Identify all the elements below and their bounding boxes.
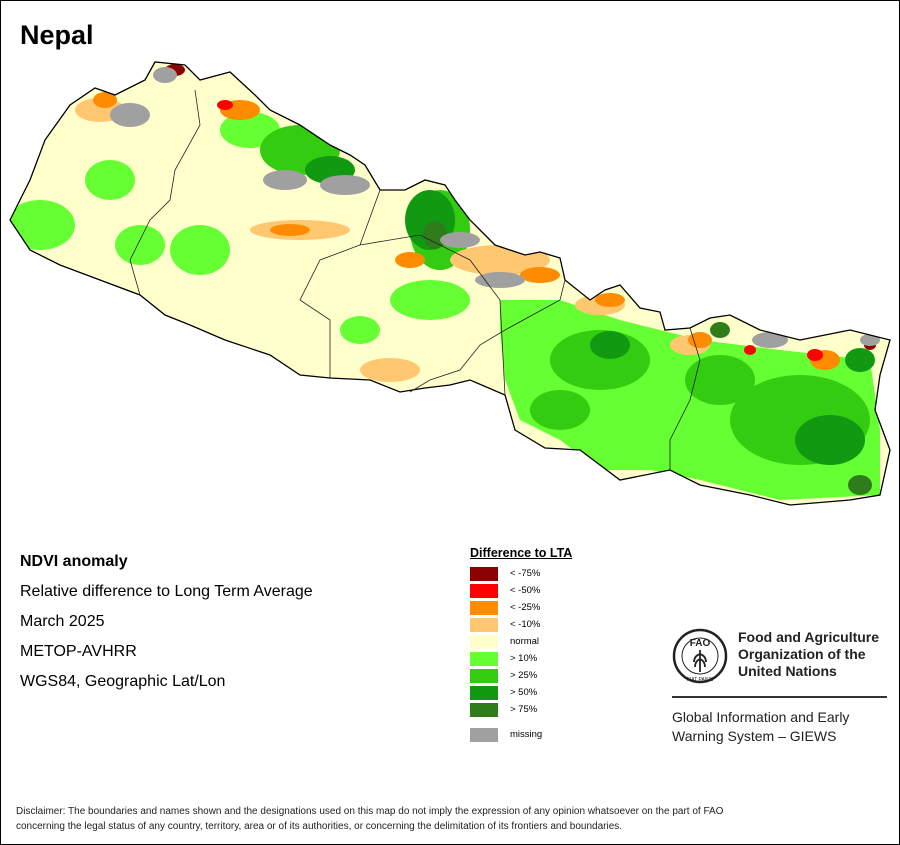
legend-swatch	[470, 727, 498, 742]
ndvi-map	[9, 61, 891, 506]
legend-label: > 50%	[510, 687, 538, 698]
legend-item: > 25%	[470, 667, 572, 684]
fao-divider	[672, 696, 887, 698]
legend-swatch	[470, 668, 498, 683]
legend-label: normal	[510, 636, 540, 647]
giews-line1: Global Information and Early	[672, 709, 850, 725]
disclaimer-line2: concerning the legal status of any count…	[16, 821, 623, 832]
legend-item: > 10%	[470, 650, 572, 667]
disclaimer: Disclaimer: The boundaries and names sho…	[16, 804, 886, 834]
info-sensor: METOP-AVHRR	[20, 643, 137, 660]
legend-item: < -50%	[470, 582, 572, 599]
giews-name: Global Information and Early Warning Sys…	[672, 708, 849, 746]
legend-label: < -25%	[510, 602, 541, 613]
svg-text:FAO: FAO	[690, 638, 711, 649]
map-info-block: NDVI anomaly Relative difference to Long…	[20, 552, 313, 702]
info-projection: WGS84, Geographic Lat/Lon	[20, 673, 226, 690]
fao-name-line1: Food and Agriculture	[738, 629, 880, 645]
legend-label: > 75%	[510, 704, 538, 715]
info-description: Relative difference to Long Term Average	[20, 583, 313, 600]
fao-name-line2: Organization of the	[738, 646, 866, 662]
legend-swatch	[470, 583, 498, 598]
info-date: March 2025	[20, 613, 105, 630]
fao-logo-icon: FAO FIAT PANIS	[672, 628, 728, 684]
fao-name-line3: United Nations	[738, 663, 837, 679]
legend-item: > 50%	[470, 684, 572, 701]
legend-label: > 10%	[510, 653, 538, 664]
country-border	[9, 61, 891, 506]
legend-swatch	[470, 617, 498, 632]
legend-label: > 25%	[510, 670, 538, 681]
legend-item: missing	[470, 726, 572, 743]
anomaly-above-50-patches	[305, 156, 875, 465]
legend-label: missing	[510, 729, 543, 740]
legend-label: < -75%	[510, 568, 541, 579]
legend-label: < -10%	[510, 619, 541, 630]
legend-item: < -25%	[470, 599, 572, 616]
legend-item: > 75%	[470, 701, 572, 718]
disclaimer-line1: Disclaimer: The boundaries and names sho…	[16, 806, 724, 817]
legend-label: < -50%	[510, 585, 541, 596]
map-title: Nepal	[20, 20, 94, 50]
anomaly-below-50-patches	[217, 100, 823, 361]
legend-swatch	[470, 702, 498, 717]
province-boundaries	[129, 89, 701, 470]
legend-title: Difference to LTA	[470, 546, 573, 560]
legend-item: < -10%	[470, 616, 572, 633]
anomaly-above-75-patches	[423, 221, 872, 495]
legend: Difference to LTA < -75% < -50% < -25% < -1…	[470, 546, 572, 743]
svg-text:FIAT PANIS: FIAT PANIS	[687, 677, 714, 683]
legend-item: < -75%	[470, 565, 572, 582]
legend-item: normal	[470, 633, 572, 650]
legend-swatch	[470, 634, 498, 649]
legend-swatch	[470, 566, 498, 581]
legend-swatch	[470, 651, 498, 666]
info-product: NDVI anomaly	[20, 553, 128, 570]
giews-line2: Warning System – GIEWS	[672, 728, 837, 744]
legend-swatch	[470, 600, 498, 615]
legend-swatch	[470, 685, 498, 700]
fao-organization-name: Food and Agriculture Organization of the…	[738, 629, 879, 680]
